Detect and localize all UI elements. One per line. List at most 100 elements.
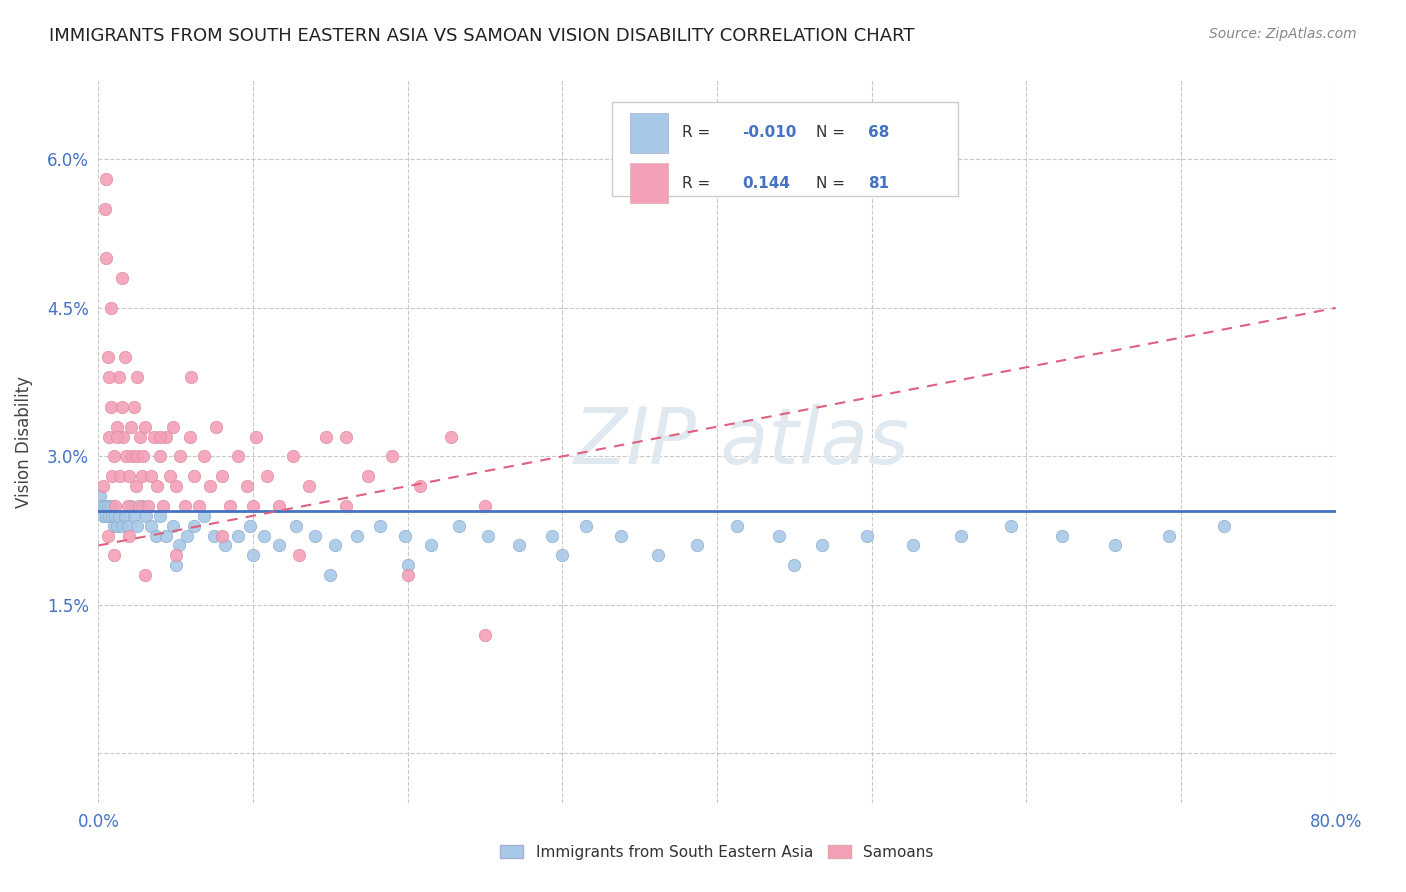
Text: 68: 68 (868, 125, 890, 140)
Point (131, 469, 153, 483)
Point (122, 508, 145, 523)
Point (134, 419, 156, 434)
Point (477, 528, 499, 542)
Point (253, 528, 276, 542)
Point (96, 172, 118, 186)
Point (107, 370, 129, 384)
Point (121, 450, 143, 464)
Point (112, 429, 135, 443)
Point (149, 450, 172, 464)
Point (97, 528, 120, 542)
Text: R =: R = (682, 125, 716, 140)
Point (100, 499, 122, 513)
Point (183, 469, 205, 483)
Point (508, 539, 530, 553)
Point (120, 499, 142, 513)
Point (396, 568, 419, 582)
Point (540, 528, 562, 542)
Y-axis label: Vision Disability: Vision Disability (15, 376, 32, 508)
Point (105, 419, 128, 434)
Point (107, 508, 129, 523)
Point (198, 479, 221, 493)
Point (647, 549, 669, 563)
Point (239, 518, 262, 533)
Point (104, 499, 127, 513)
Point (381, 450, 404, 464)
Point (211, 528, 233, 542)
Point (394, 528, 416, 542)
Legend: Immigrants from South Eastern Asia, Samoans: Immigrants from South Eastern Asia, Samo… (492, 837, 942, 867)
Point (236, 479, 259, 493)
Point (811, 539, 834, 553)
Point (139, 469, 162, 483)
Point (315, 429, 337, 443)
Point (93, 202, 115, 216)
Point (149, 508, 172, 523)
Point (183, 518, 205, 533)
Point (129, 429, 152, 443)
Point (98, 370, 121, 384)
Point (768, 528, 790, 542)
Point (105, 429, 128, 443)
Point (551, 549, 574, 563)
Point (1000, 518, 1022, 533)
Point (165, 549, 187, 563)
Text: R =: R = (682, 176, 716, 191)
Point (132, 450, 155, 464)
Point (245, 429, 267, 443)
Point (285, 518, 308, 533)
Point (169, 450, 191, 464)
Point (950, 528, 973, 542)
Point (610, 528, 633, 542)
Point (474, 627, 496, 641)
Point (335, 499, 357, 513)
Point (283, 450, 305, 464)
Point (242, 499, 264, 513)
Point (91, 479, 114, 493)
FancyBboxPatch shape (630, 163, 668, 203)
Point (135, 508, 157, 523)
Text: 0.144: 0.144 (742, 176, 790, 191)
Text: 81: 81 (868, 176, 889, 191)
Point (97, 351, 120, 365)
Point (176, 528, 198, 542)
Text: N =: N = (815, 176, 849, 191)
Point (104, 508, 127, 523)
Point (111, 518, 132, 533)
Point (131, 499, 153, 513)
Point (396, 558, 419, 573)
Point (111, 400, 132, 414)
Point (143, 429, 166, 443)
FancyBboxPatch shape (612, 102, 959, 196)
Point (179, 429, 201, 443)
FancyBboxPatch shape (630, 112, 668, 153)
Point (903, 539, 925, 553)
Point (165, 558, 187, 573)
Point (149, 429, 172, 443)
Point (214, 539, 236, 553)
Point (96, 508, 118, 523)
Point (90, 499, 112, 513)
Point (96, 252, 118, 266)
Point (188, 499, 211, 513)
Point (440, 429, 463, 443)
Point (100, 400, 122, 414)
Point (269, 539, 291, 553)
Point (100, 301, 122, 315)
Point (105, 518, 128, 533)
Point (1050, 528, 1073, 542)
Point (474, 499, 496, 513)
Point (114, 508, 136, 523)
Point (226, 528, 249, 542)
Point (204, 528, 226, 542)
Point (117, 499, 139, 513)
Text: IMMIGRANTS FROM SOUTH EASTERN ASIA VS SAMOAN VISION DISABILITY CORRELATION CHART: IMMIGRANTS FROM SOUTH EASTERN ASIA VS SA… (49, 27, 915, 45)
Point (356, 469, 378, 483)
Point (205, 419, 228, 434)
Point (118, 469, 141, 483)
Point (162, 518, 184, 533)
Point (93, 499, 115, 513)
Point (256, 469, 278, 483)
Point (1213, 518, 1236, 533)
Point (136, 499, 159, 513)
